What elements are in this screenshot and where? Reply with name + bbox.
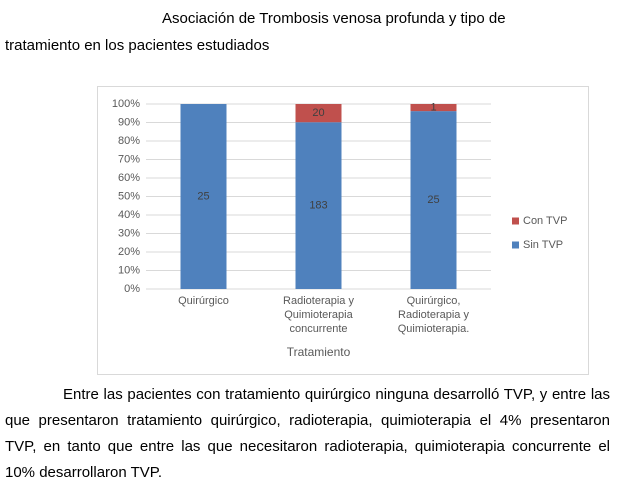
bar-segment xyxy=(180,104,227,289)
y-tick-label: 80% xyxy=(118,135,140,147)
y-tick-label: 0% xyxy=(124,283,140,295)
legend-label: Sin TVP xyxy=(523,239,563,251)
y-tick-label: 10% xyxy=(118,264,140,276)
data-label: 1 xyxy=(430,101,436,113)
chart-svg: 0% 10% 20% 30% 40% 50% 60% 70% 80% 90% 100% 25 183 20… xyxy=(112,98,568,359)
paragraph: Entre las pacientes con tratamiento quir… xyxy=(5,386,610,481)
title: Asociación de Trombosis venosa profunda … xyxy=(5,10,506,54)
x-axis-title: Tratamiento xyxy=(287,345,351,359)
x-tick-label: Quirúrgico xyxy=(178,295,229,307)
data-label: 25 xyxy=(427,194,439,206)
legend-swatch xyxy=(512,241,519,249)
data-label: 25 xyxy=(197,190,209,202)
bar-segment xyxy=(410,111,457,289)
y-tick-label: 40% xyxy=(118,209,140,221)
y-tick-label: 50% xyxy=(118,190,140,202)
bar-segment xyxy=(410,104,457,112)
chart: 0% 10% 20% 30% 40% 50% 60% 70% 80% 90% 100% 25 183 20… xyxy=(97,86,589,375)
y-tick-label: 60% xyxy=(118,172,140,184)
y-tick-label: 100% xyxy=(112,98,140,110)
data-label: 183 xyxy=(309,200,327,212)
x-tick-label: Radioterapia y Quimioterapia concurrente xyxy=(283,295,354,335)
bar-segment xyxy=(295,122,342,290)
x-tick-label: Quirúrgico, Radioterapia y Quimioterapia… xyxy=(397,295,470,335)
legend-label: Con TVP xyxy=(523,215,567,227)
bar-segment xyxy=(295,104,342,123)
y-tick-label: 90% xyxy=(118,116,140,128)
y-tick-label: 20% xyxy=(118,246,140,258)
y-tick-label: 70% xyxy=(118,153,140,165)
y-tick-label: 30% xyxy=(118,227,140,239)
legend-swatch xyxy=(512,217,519,225)
data-label: 20 xyxy=(312,107,324,119)
